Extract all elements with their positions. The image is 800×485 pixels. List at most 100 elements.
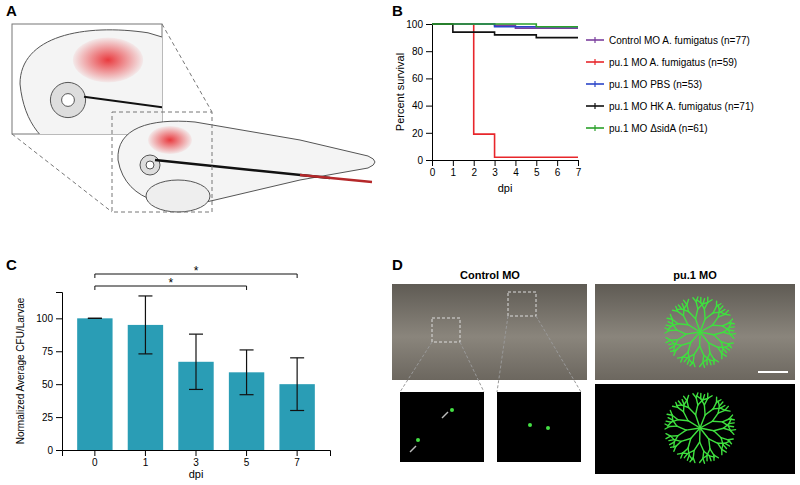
zoom-line	[12, 134, 112, 212]
hypha	[722, 326, 728, 330]
hypha	[681, 438, 691, 441]
hypha	[670, 329, 677, 331]
hypha	[705, 409, 713, 415]
legend-label: pu.1 MO HK A. fumigatus (n=71)	[609, 101, 754, 112]
tick-mark	[557, 160, 558, 166]
tick-mark	[578, 160, 579, 166]
hypha	[665, 427, 670, 430]
tick-mark	[536, 160, 537, 166]
hypha	[693, 354, 695, 361]
hypha	[709, 343, 718, 347]
hypha	[678, 419, 688, 421]
tick: 7	[576, 160, 582, 178]
axis-line	[56, 293, 63, 451]
spore	[450, 408, 454, 412]
tick-mark	[495, 160, 496, 166]
tick: 2	[471, 160, 477, 178]
error-line	[145, 296, 146, 354]
zoom-box	[432, 318, 460, 342]
yolk	[146, 180, 210, 212]
tick-label: 5	[534, 167, 540, 178]
tick-mark	[145, 450, 146, 456]
survival-line	[432, 24, 578, 38]
zoom-box	[112, 112, 212, 212]
tick-mark	[426, 160, 432, 161]
hypha	[706, 360, 708, 365]
panel-label: C	[6, 256, 17, 273]
hypha	[682, 304, 684, 309]
tick-mark	[426, 78, 432, 79]
error-cap	[189, 334, 203, 335]
y-axis-title: Percent survival	[394, 53, 406, 131]
tick-mark	[297, 450, 298, 456]
hypha	[678, 430, 686, 436]
hypha	[688, 352, 689, 359]
hypha	[703, 299, 705, 304]
hypha	[703, 458, 705, 463]
tick-label: 25	[42, 412, 54, 423]
hypha	[718, 401, 719, 406]
hypha	[723, 349, 726, 353]
hypha	[681, 342, 691, 345]
head-outline	[20, 30, 162, 134]
legend-swatch-tick	[594, 103, 595, 109]
hypha	[728, 342, 733, 344]
tick-mark	[426, 24, 432, 25]
hypha	[674, 340, 678, 346]
hypha	[729, 415, 732, 419]
hypha	[722, 449, 726, 452]
significance-bracket: *	[95, 264, 297, 278]
pupil	[146, 161, 154, 169]
hypha	[668, 326, 672, 330]
tick-mark	[426, 133, 432, 134]
hypha	[683, 352, 688, 357]
hypha	[666, 436, 671, 439]
tick-label: 100	[406, 19, 423, 30]
tick: 25	[42, 412, 62, 423]
x-axis: 01357	[63, 450, 331, 468]
tick: 5	[534, 160, 540, 178]
hypha	[728, 329, 733, 331]
zoom-box	[508, 292, 536, 316]
hypha	[714, 431, 721, 438]
hypha	[729, 319, 732, 323]
tick: 5	[244, 450, 250, 468]
survival-line	[432, 24, 578, 27]
hypha	[673, 346, 675, 351]
hypha	[714, 335, 721, 342]
legend-item: pu.1 MO PBS (n=53)	[586, 79, 702, 90]
error-cap	[240, 349, 254, 350]
hypha	[673, 406, 678, 407]
tick-label: 0	[417, 155, 423, 166]
hypha	[696, 300, 700, 303]
zoom-line	[460, 342, 484, 392]
hindbrain	[73, 38, 143, 83]
hypha	[699, 428, 701, 442]
hypha	[689, 455, 692, 459]
hypha	[701, 399, 705, 405]
hypha	[696, 405, 698, 415]
hypha	[712, 317, 718, 325]
survival-line	[432, 24, 578, 157]
hypha	[669, 344, 674, 345]
tick-label: 0	[92, 457, 98, 468]
hyphae	[665, 393, 736, 463]
hypha	[668, 422, 672, 426]
error-cap	[88, 318, 102, 319]
tick-label: 100	[36, 313, 53, 324]
hypha	[683, 448, 688, 453]
tick-mark	[426, 106, 432, 107]
hypha	[684, 454, 687, 458]
tick-mark	[453, 160, 454, 166]
hypha	[707, 297, 709, 302]
hypha	[696, 396, 700, 399]
error-bar	[138, 296, 152, 354]
hypha	[718, 310, 719, 317]
spore	[528, 423, 532, 427]
hypha	[696, 319, 700, 332]
hypha	[678, 334, 686, 340]
error-cap	[138, 353, 152, 354]
hypha	[688, 342, 691, 352]
tick: 20	[412, 128, 432, 139]
tick-mark	[94, 450, 95, 456]
